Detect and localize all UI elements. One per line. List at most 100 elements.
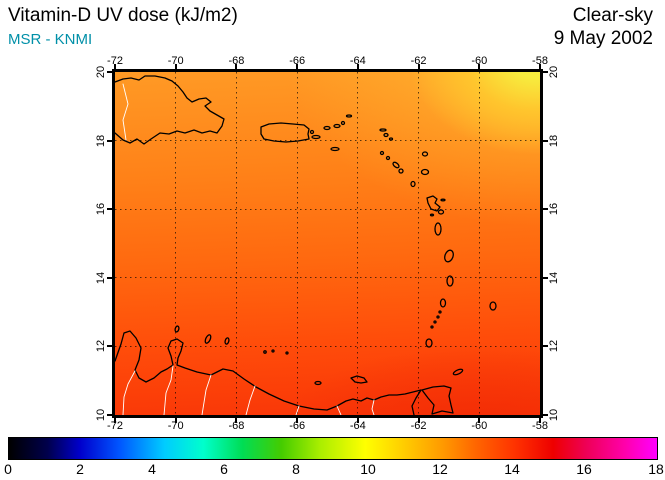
map-plot: -72 -72 -70 -70 -68 -68 -66 -66 -64 -64 -62 -62 -60 -… <box>95 55 560 432</box>
colorbar-tick-label: 16 <box>576 461 592 477</box>
lon-tick-label-bottom: -60 <box>471 420 488 432</box>
lat-tick-label-right: 10 <box>548 408 560 422</box>
lon-tick-label-bottom: -70 <box>167 420 184 432</box>
axis-tick-top <box>417 64 420 69</box>
island-los-roques-2 <box>271 349 275 353</box>
lat-tick-label-left: 10 <box>95 408 107 422</box>
border-venezuela-6 <box>336 405 342 415</box>
axis-tick-top <box>539 64 541 69</box>
island-tobago <box>452 368 464 376</box>
axis-tick-right <box>543 345 548 348</box>
island-grenadines-4 <box>430 325 434 329</box>
border-haiti-dr <box>122 83 129 141</box>
coastline-puerto-rico <box>260 122 310 143</box>
axis-tick-top <box>478 64 481 69</box>
island-anegada <box>345 114 353 118</box>
axis-tick-bottom <box>539 418 541 423</box>
coastline-hispaniola <box>115 75 225 145</box>
lon-tick-label-bottom: -72 <box>107 420 123 432</box>
border-venezuela-2 <box>163 365 174 415</box>
source-label: MSR - KNMI <box>8 31 93 48</box>
island-st-eustatius <box>385 155 391 161</box>
island-barbuda <box>421 151 429 157</box>
colorbar-tick-label: 10 <box>360 461 376 477</box>
axis-tick-top <box>114 64 116 69</box>
lon-tick-label-top: -66 <box>289 55 306 67</box>
lon-tick-label-top: -72 <box>107 55 123 67</box>
axis-tick-top <box>235 64 238 69</box>
colorbar-tick-label: 2 <box>76 461 84 477</box>
axis-tick-right <box>543 414 548 416</box>
colorbar-tick-label: 0 <box>4 461 12 477</box>
coastline-margarita <box>350 375 368 384</box>
colorbar-tick-label: 14 <box>504 461 520 477</box>
coastline-trinidad <box>421 385 454 415</box>
lon-tick-label-bottom: -68 <box>228 420 245 432</box>
island-curacao <box>204 334 212 344</box>
island-st-barth <box>388 137 394 141</box>
island-grenadines-3 <box>433 320 437 324</box>
island-nevis <box>398 168 404 174</box>
lat-tick-label-right: 20 <box>548 65 560 79</box>
condition-label: Clear-sky <box>572 5 653 26</box>
lon-tick-label-top: -70 <box>167 55 184 67</box>
lat-tick-label-left: 20 <box>95 65 107 79</box>
axis-tick-bottom <box>296 418 299 423</box>
island-marie-galante <box>437 209 445 215</box>
colorbar <box>8 437 658 460</box>
lat-tick-label-left: 12 <box>95 340 107 353</box>
axis-tick-right <box>543 139 548 142</box>
axis-tick-bottom <box>478 418 481 423</box>
axis-tick-right <box>543 208 548 211</box>
axis-tick-top <box>174 64 177 69</box>
lon-tick-label-top: -64 <box>349 55 366 67</box>
border-venezuela-7 <box>371 399 375 415</box>
coastline-guadeloupe <box>426 195 441 212</box>
island-la-tortuga <box>314 380 322 386</box>
page-title: Vitamin-D UV dose (kJ/m2) <box>8 5 238 26</box>
island-la-orchila <box>285 351 289 355</box>
colorbar-tick-label: 12 <box>432 461 448 477</box>
lat-tick-label-right: 14 <box>548 271 560 284</box>
island-antigua <box>420 168 430 176</box>
island-tortola <box>333 123 341 129</box>
island-saba <box>379 150 385 156</box>
colorbar-tick-label: 8 <box>292 461 300 477</box>
colorbar-tick-label: 6 <box>220 461 228 477</box>
axis-tick-left <box>107 208 112 211</box>
lon-tick-label-top: -68 <box>228 55 245 67</box>
island-los-roques-1 <box>263 350 267 354</box>
axis-tick-top <box>296 64 299 69</box>
island-st-martin <box>383 132 389 138</box>
island-montserrat <box>410 180 416 188</box>
island-st-lucia <box>446 275 454 287</box>
island-st-thomas <box>323 125 331 131</box>
island-vieques <box>311 134 321 140</box>
lat-tick-label-left: 16 <box>95 203 107 216</box>
colorbar-tick-label: 18 <box>648 461 664 477</box>
lat-tick-label-left: 14 <box>95 271 107 284</box>
axis-tick-left <box>107 345 112 348</box>
axis-tick-bottom <box>235 418 238 423</box>
border-venezuela-5 <box>295 405 300 415</box>
island-virgin-gorda <box>340 120 346 126</box>
axis-tick-bottom <box>417 418 420 423</box>
lat-tick-label-right: 16 <box>548 203 560 216</box>
axis-tick-left <box>107 139 112 142</box>
lon-tick-label-top: -58 <box>532 55 548 67</box>
axis-tick-left <box>107 276 112 279</box>
lon-tick-label-bottom: -66 <box>289 420 306 432</box>
island-bonaire <box>224 337 230 345</box>
axis-tick-top <box>356 64 359 69</box>
lon-tick-label-bottom: -64 <box>349 420 366 432</box>
date-label: 9 May 2002 <box>553 28 653 49</box>
border-venezuela-4 <box>245 385 256 415</box>
island-grenada <box>425 338 433 348</box>
island-st-vincent <box>439 298 447 308</box>
coastline-south-america <box>115 330 422 415</box>
coastlines-svg <box>115 75 497 415</box>
lon-tick-label-top: -62 <box>410 55 427 67</box>
border-venezuela-3 <box>201 374 212 415</box>
island-desirade <box>440 198 446 202</box>
axis-tick-bottom <box>356 418 359 423</box>
